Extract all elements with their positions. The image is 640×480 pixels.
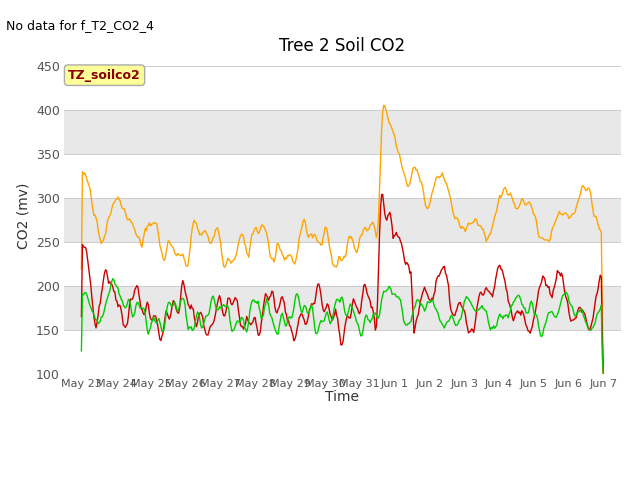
Title: Tree 2 Soil CO2: Tree 2 Soil CO2: [279, 36, 406, 55]
Bar: [64, 110, 621, 155]
Bar: [64, 242, 621, 287]
Text: TZ_soilco2: TZ_soilco2: [68, 69, 141, 82]
X-axis label: Time: Time: [325, 390, 360, 404]
Bar: [64, 330, 621, 374]
Bar: [64, 155, 621, 198]
Bar: [64, 287, 621, 330]
Text: No data for f_T2_CO2_4: No data for f_T2_CO2_4: [6, 19, 154, 32]
Y-axis label: CO2 (mv): CO2 (mv): [17, 183, 31, 249]
Bar: [64, 198, 621, 242]
Bar: [64, 66, 621, 110]
